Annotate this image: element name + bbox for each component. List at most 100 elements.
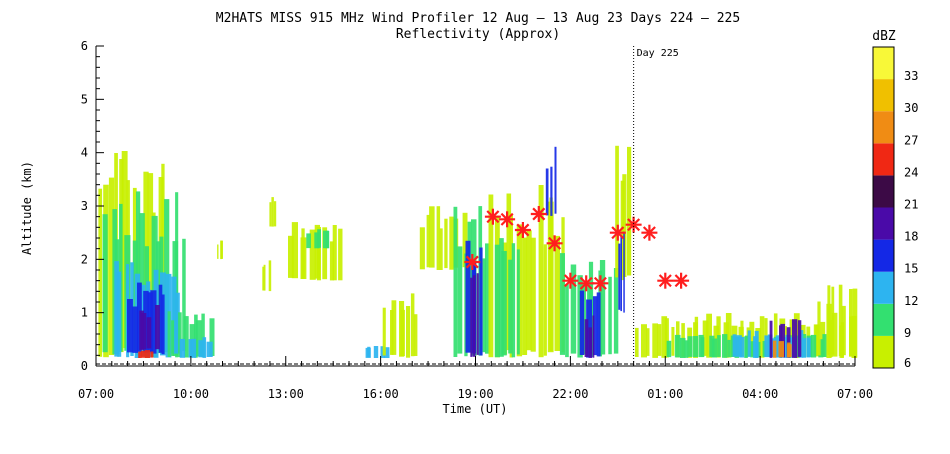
y-axis-label: Altitude (km) xyxy=(20,161,34,255)
reflectivity-streak xyxy=(146,317,152,349)
reflectivity-streak xyxy=(827,285,831,355)
reflectivity-streak xyxy=(485,243,491,354)
colorbar-tick-label: 30 xyxy=(904,101,918,115)
reflectivity-streak xyxy=(674,334,681,358)
reflectivity-streak xyxy=(325,231,330,249)
colorbar-swatch xyxy=(873,47,894,80)
x-tick-label: 04:00 xyxy=(742,387,778,401)
reflectivity-region xyxy=(494,238,520,358)
asterisk-point xyxy=(514,222,531,238)
reflectivity-streak xyxy=(306,233,311,249)
reflectivity-streak xyxy=(852,288,858,358)
reflectivity-streak xyxy=(608,276,612,355)
reflectivity-streak xyxy=(482,258,486,353)
y-tick-label: 4 xyxy=(81,146,88,160)
reflectivity-streak xyxy=(470,277,473,357)
reflectivity-streak xyxy=(702,320,709,356)
reflectivity-streak xyxy=(262,266,265,291)
x-tick-label: 19:00 xyxy=(457,387,493,401)
reflectivity-streak xyxy=(806,337,811,358)
asterisk-point xyxy=(657,272,674,289)
reflectivity-streak xyxy=(727,339,731,358)
reflectivity-streak xyxy=(400,309,405,357)
reflectivity-streak xyxy=(592,315,595,358)
reflectivity-streak xyxy=(114,261,119,357)
x-tick-label: 13:00 xyxy=(268,387,304,401)
reflectivity-streak xyxy=(220,240,223,259)
reflectivity-streak xyxy=(565,283,569,358)
reflectivity-streak xyxy=(158,284,163,353)
y-tick-label: 2 xyxy=(81,252,88,266)
asterisk-stroke xyxy=(548,236,562,250)
reflectivity-streak xyxy=(554,235,560,351)
reflectivity-streak xyxy=(367,346,371,358)
asterisk-point xyxy=(592,275,609,292)
colorbar-tick-label: 9 xyxy=(904,326,911,340)
reflectivity-streak xyxy=(322,227,328,280)
reflectivity-streak xyxy=(410,293,415,357)
reflectivity-streak xyxy=(145,350,150,358)
asterisk-stroke xyxy=(465,255,479,269)
reflectivity-streak xyxy=(269,202,272,227)
reflectivity-streak xyxy=(155,305,160,350)
reflectivity-streak xyxy=(476,273,479,355)
reflectivity-streak xyxy=(700,337,705,357)
x-tick-label: 07:00 xyxy=(837,387,873,401)
reflectivity-region xyxy=(584,315,595,358)
reflectivity-streak xyxy=(550,166,553,216)
reflectivity-streak xyxy=(831,312,838,357)
reflectivity-streak xyxy=(797,320,802,357)
reflectivity-region xyxy=(470,273,479,357)
x-axis-label: Time (UT) xyxy=(442,402,507,416)
colorbar-swatch xyxy=(873,175,894,208)
reflectivity-streak xyxy=(725,313,732,358)
colorbar-tick-label: 15 xyxy=(904,262,918,276)
reflectivity-streak xyxy=(722,334,728,358)
reflectivity-streak xyxy=(150,351,154,358)
colorbar-swatch xyxy=(873,79,894,112)
reflectivity-streak xyxy=(182,238,186,351)
reflectivity-streak xyxy=(217,244,219,259)
reflectivity-streak xyxy=(744,335,748,358)
reflectivity-streak xyxy=(167,311,171,357)
reflectivity-streak xyxy=(314,232,320,249)
reflectivity-streak xyxy=(717,335,721,357)
reflectivity-streak xyxy=(831,286,835,355)
reflectivity-streak xyxy=(332,225,337,281)
reflectivity-streak xyxy=(273,201,277,227)
reflectivity-streak xyxy=(141,350,146,358)
reflectivity-streak xyxy=(117,271,122,357)
reflectivity-streak xyxy=(494,244,500,358)
colorbar-tick-label: 21 xyxy=(904,198,918,212)
asterisk-stroke xyxy=(674,274,688,288)
asterisk-stroke xyxy=(593,276,607,290)
reflectivity-streak xyxy=(488,194,494,358)
reflectivity-streak xyxy=(522,237,528,355)
reflectivity-streak xyxy=(382,307,386,356)
reflectivity-streak xyxy=(687,336,693,357)
reflectivity-streak xyxy=(301,228,305,279)
reflectivity-streak xyxy=(780,323,785,358)
reflectivity-streak xyxy=(646,328,650,356)
asterisk-point xyxy=(464,254,481,270)
reflectivity-streak xyxy=(711,338,718,358)
asterisk-markers xyxy=(464,206,690,292)
reflectivity-streak xyxy=(183,316,189,358)
reflectivity-streak xyxy=(549,197,553,351)
reflectivity-streak xyxy=(584,319,589,357)
reflectivity-streak xyxy=(810,334,817,358)
reflectivity-field xyxy=(98,145,858,358)
colorbar-swatch xyxy=(873,143,894,176)
reflectivity-streak xyxy=(384,347,390,358)
reflectivity-streak xyxy=(579,290,585,355)
asterisk-stroke xyxy=(516,223,530,237)
asterisk-point xyxy=(609,224,626,241)
reflectivity-streak xyxy=(732,334,737,357)
reflectivity-streak xyxy=(139,213,145,353)
reflectivity-streak xyxy=(136,191,141,356)
asterisk-point xyxy=(562,272,579,289)
reflectivity-region xyxy=(545,146,557,216)
reflectivity-streak xyxy=(316,227,321,281)
x-tick-label: 07:00 xyxy=(78,387,114,401)
colorbar-swatch xyxy=(873,271,894,304)
